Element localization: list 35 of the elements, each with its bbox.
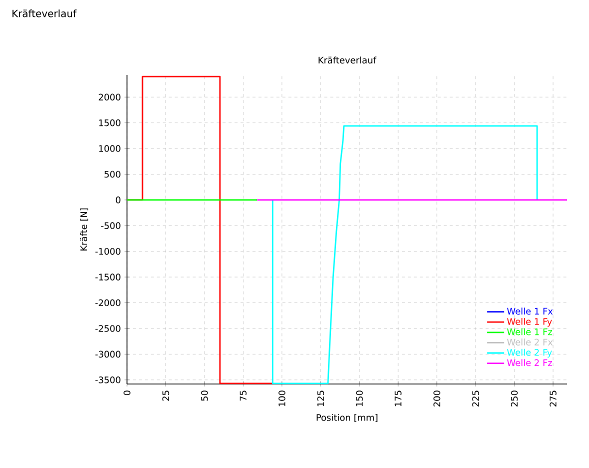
legend-label: Welle 2 Fx xyxy=(507,338,553,346)
y-tick-label: -2500 xyxy=(95,325,120,332)
legend-label: Welle 1 Fx xyxy=(507,308,553,315)
x-tick-label: 175 xyxy=(394,390,402,406)
x-axis-title: Position [mm] xyxy=(316,414,378,422)
x-tick-label: 100 xyxy=(278,390,286,406)
x-tick-label: 50 xyxy=(201,390,208,401)
y-tick-label: -1000 xyxy=(95,248,120,255)
y-tick-label: 0 xyxy=(116,196,120,204)
y-axis-title: Kräfte [N] xyxy=(80,208,88,250)
y-tick-label: -2000 xyxy=(95,299,120,306)
legend-label: Welle 1 Fy xyxy=(507,318,552,327)
y-tick-label: 1500 xyxy=(99,119,120,126)
x-tick-label: 150 xyxy=(356,390,363,406)
legend-label: Welle 2 Fz xyxy=(507,359,552,366)
x-tick-label: 200 xyxy=(433,390,440,406)
line-series xyxy=(272,125,538,384)
legend-label: Welle 1 Fz xyxy=(507,328,552,336)
chart-title: Kräfteverlauf xyxy=(318,56,376,64)
x-tick-label: 75 xyxy=(240,390,247,401)
y-tick-label: -3500 xyxy=(95,376,120,384)
text: Kräfteverlauf xyxy=(12,10,77,18)
y-tick-label: -500 xyxy=(101,222,120,230)
x-tick-label: 0 xyxy=(124,390,130,396)
y-tick-label: 2000 xyxy=(98,94,120,100)
x-tick-label: 275 xyxy=(550,390,556,406)
y-tick-label: -1500 xyxy=(95,274,120,280)
x-tick-label: 250 xyxy=(510,390,518,406)
x-tick-label: 25 xyxy=(162,390,170,401)
x-tick-label: 225 xyxy=(472,390,479,406)
y-tick-label: -3000 xyxy=(95,350,120,358)
x-tick-label: 125 xyxy=(317,390,324,406)
y-tick-label: 1000 xyxy=(99,145,120,152)
legend-label: Welle 2 Fy xyxy=(507,348,552,358)
y-tick-label: 500 xyxy=(104,170,120,178)
